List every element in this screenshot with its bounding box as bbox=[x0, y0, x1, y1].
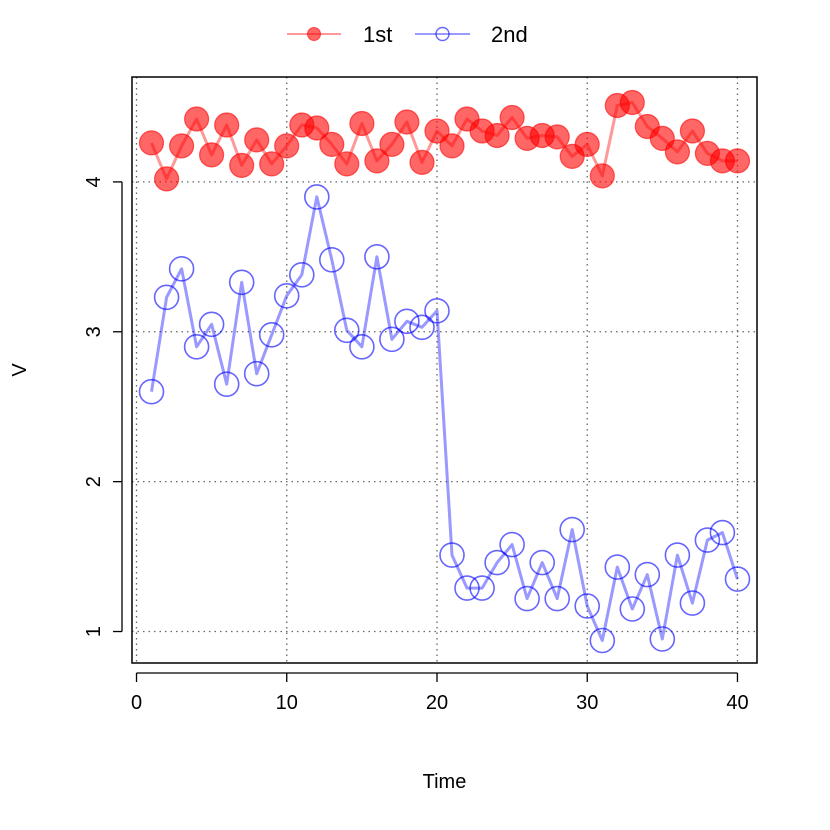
data-point bbox=[169, 133, 195, 159]
legend-label: 1st bbox=[363, 22, 392, 47]
y-tick-label: 2 bbox=[83, 476, 105, 487]
data-point bbox=[319, 131, 345, 157]
data-point bbox=[288, 261, 315, 288]
x-tick-label: 10 bbox=[276, 692, 298, 714]
x-axis-label: Time bbox=[423, 771, 467, 793]
data-point bbox=[499, 531, 525, 558]
y-tick-label: 1 bbox=[83, 626, 105, 637]
y-axis-label: V bbox=[9, 363, 31, 377]
data-point bbox=[724, 148, 751, 174]
data-point bbox=[439, 133, 465, 159]
data-point bbox=[184, 106, 210, 132]
data-point bbox=[424, 118, 450, 144]
data-point bbox=[274, 133, 300, 159]
series-1 bbox=[138, 89, 751, 192]
data-point bbox=[258, 321, 285, 348]
legend-swatch-marker bbox=[307, 27, 321, 41]
x-tick-label: 30 bbox=[576, 692, 598, 714]
data-point bbox=[634, 561, 661, 588]
y-tick-label: 3 bbox=[83, 326, 105, 337]
data-point bbox=[138, 130, 165, 156]
data-point bbox=[273, 282, 300, 309]
data-point bbox=[424, 297, 450, 324]
data-point bbox=[709, 519, 736, 546]
data-point bbox=[664, 542, 691, 568]
data-point bbox=[649, 626, 676, 652]
data-point bbox=[318, 246, 345, 273]
series-line bbox=[150, 195, 739, 642]
data-point bbox=[679, 590, 706, 616]
data-point bbox=[694, 527, 721, 553]
data-point bbox=[529, 549, 556, 576]
data-point bbox=[394, 308, 420, 335]
x-tick-label: 20 bbox=[426, 692, 448, 714]
data-point bbox=[304, 115, 330, 141]
data-point bbox=[484, 549, 510, 576]
data-point bbox=[379, 326, 405, 353]
data-point bbox=[679, 118, 706, 144]
data-point bbox=[574, 593, 601, 619]
data-point bbox=[349, 333, 375, 360]
data-point bbox=[244, 127, 270, 153]
data-point bbox=[409, 149, 435, 175]
data-point bbox=[213, 371, 240, 398]
data-point bbox=[228, 269, 255, 296]
data-point bbox=[364, 243, 390, 270]
x-axis: 0 10 20 30 40 bbox=[131, 672, 749, 714]
legend-label: 2nd bbox=[491, 22, 528, 47]
data-point bbox=[243, 360, 270, 387]
data-point bbox=[229, 152, 255, 178]
data-point bbox=[409, 314, 435, 341]
grid bbox=[132, 77, 757, 663]
x-tick-label: 0 bbox=[131, 692, 142, 714]
data-point bbox=[349, 110, 375, 137]
data-point bbox=[589, 163, 615, 189]
data-point bbox=[499, 104, 525, 131]
data-point bbox=[664, 139, 691, 165]
data-point bbox=[183, 333, 210, 360]
legend-swatch-marker bbox=[435, 26, 450, 42]
data-point bbox=[168, 255, 195, 282]
plot-frame bbox=[131, 76, 758, 664]
data-point bbox=[303, 184, 330, 210]
data-point bbox=[439, 542, 465, 568]
data-point bbox=[154, 166, 180, 192]
data-point bbox=[454, 575, 480, 601]
data-point bbox=[138, 378, 165, 405]
data-point bbox=[559, 516, 586, 543]
data-point bbox=[214, 112, 240, 138]
legend: 1st 2nd bbox=[287, 22, 528, 47]
data-point bbox=[469, 575, 495, 601]
data-point bbox=[619, 596, 646, 622]
y-axis: 1 2 3 4 bbox=[83, 176, 123, 637]
y-tick-label: 4 bbox=[83, 176, 105, 187]
legend-item: 2nd bbox=[415, 22, 528, 47]
data-point bbox=[364, 148, 390, 174]
series-2 bbox=[138, 184, 751, 654]
data-point bbox=[514, 585, 540, 612]
data-point bbox=[379, 131, 405, 157]
data-point bbox=[619, 89, 645, 116]
data-point bbox=[334, 151, 360, 177]
series-layer bbox=[138, 89, 751, 654]
data-point bbox=[153, 284, 180, 311]
data-point bbox=[198, 311, 225, 338]
x-tick-label: 40 bbox=[726, 692, 748, 714]
data-point bbox=[544, 585, 571, 612]
data-point bbox=[333, 317, 360, 344]
data-point bbox=[574, 131, 600, 157]
data-point bbox=[199, 142, 225, 168]
data-point bbox=[604, 554, 631, 580]
data-point bbox=[259, 151, 285, 177]
legend-item: 1st bbox=[287, 22, 392, 47]
data-point bbox=[394, 109, 420, 135]
data-point bbox=[589, 627, 616, 654]
data-point bbox=[724, 566, 751, 592]
data-point bbox=[544, 124, 570, 150]
data-point bbox=[484, 122, 510, 149]
